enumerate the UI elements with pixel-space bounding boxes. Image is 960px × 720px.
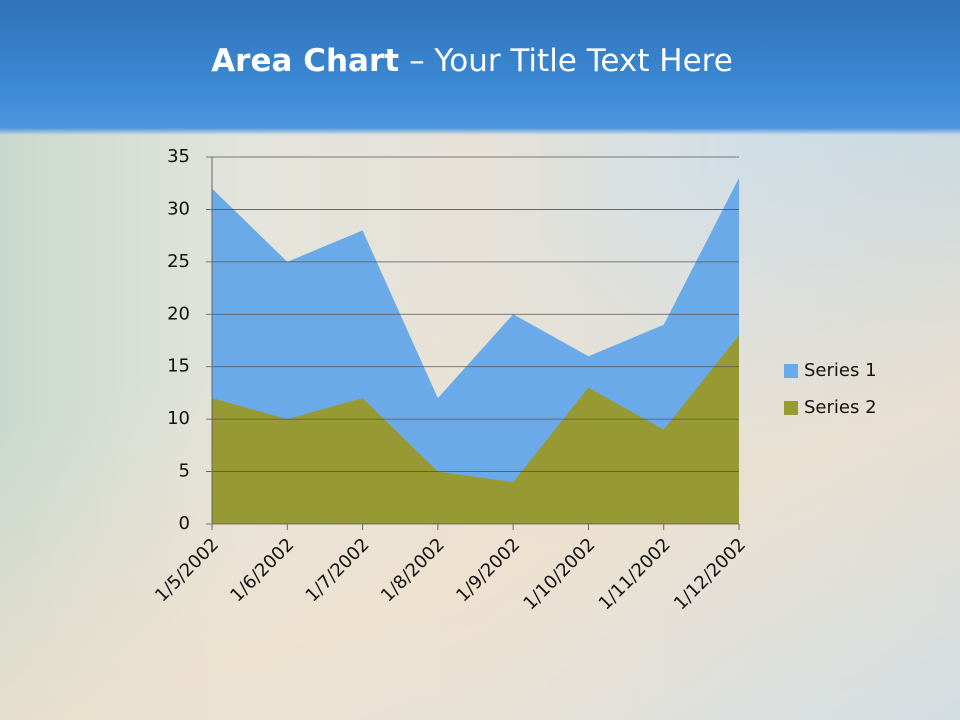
x-tick-label: 1/10/2002 (519, 534, 599, 614)
x-tick-label: 1/12/2002 (670, 534, 750, 614)
legend-label: Series 1 (804, 360, 877, 381)
legend-label: Series 2 (804, 397, 877, 418)
y-tick-label: 30 (167, 198, 190, 219)
x-tick-label: 1/5/2002 (151, 534, 223, 606)
area (212, 335, 739, 524)
y-tick-label: 15 (167, 356, 190, 377)
chart-title: Area Chart – Your Title Text Here (211, 43, 733, 79)
y-tick-label: 25 (167, 251, 190, 272)
y-tick-label: 10 (167, 408, 190, 429)
x-tick-label: 1/8/2002 (377, 534, 449, 606)
y-tick-label: 35 (167, 146, 190, 167)
x-tick-label: 1/6/2002 (226, 534, 298, 606)
x-tick-label: 1/7/2002 (302, 534, 374, 606)
y-tick-label: 5 (179, 461, 190, 482)
y-tick-label: 20 (167, 303, 190, 324)
title-rest: – Your Title Text Here (409, 43, 733, 79)
title-bold: Area Chart (211, 43, 399, 79)
y-tick-label: 0 (179, 513, 190, 534)
legend-swatch (784, 364, 798, 378)
legend-swatch (784, 401, 798, 415)
x-tick-label: 1/9/2002 (452, 534, 524, 606)
x-tick-label: 1/11/2002 (595, 534, 675, 614)
